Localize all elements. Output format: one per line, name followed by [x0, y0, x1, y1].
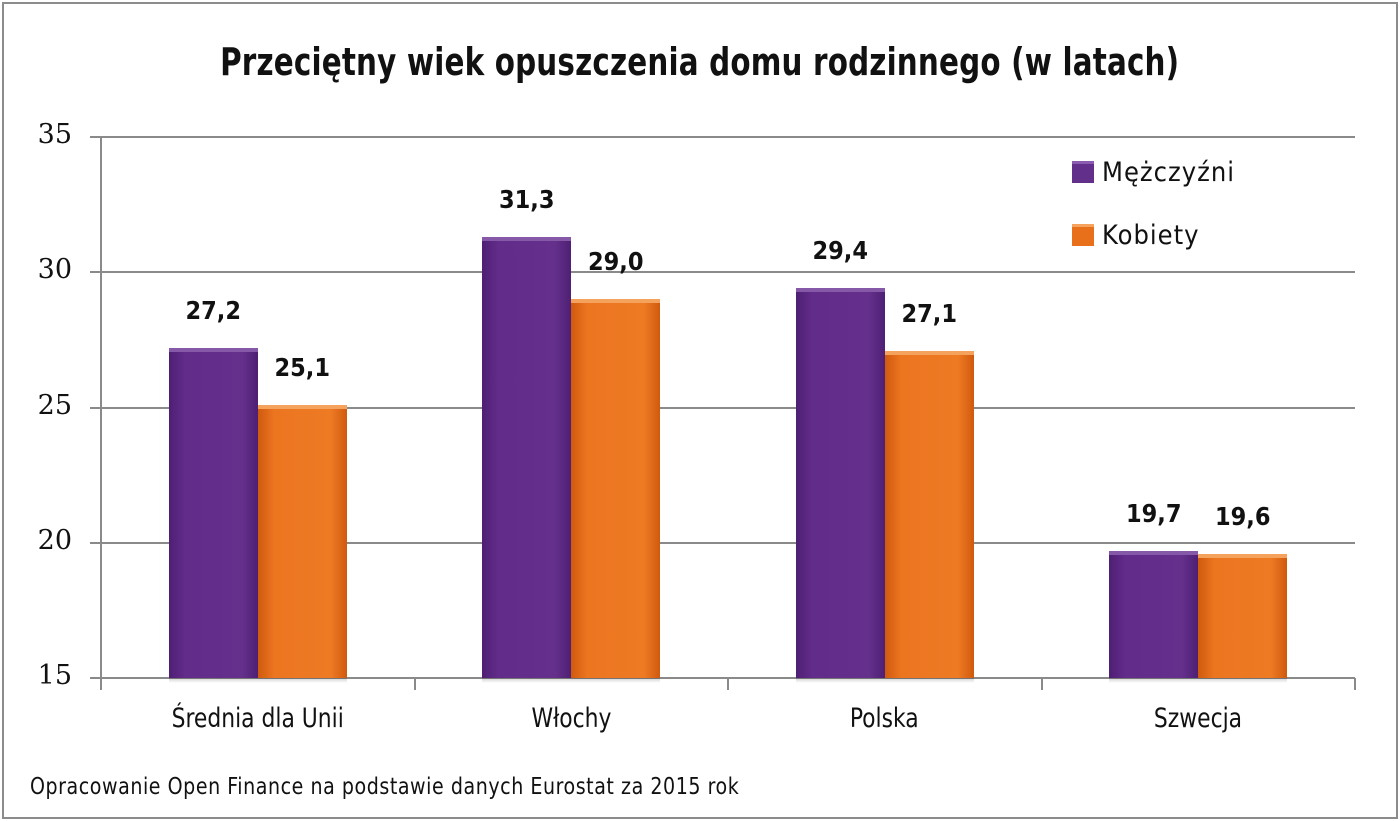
data-label: 31,3 — [499, 185, 555, 215]
y-axis-label: 25 — [37, 389, 72, 421]
category-label-text: Średnia dla Unii — [171, 703, 344, 734]
bar-women — [571, 299, 661, 683]
bar-men — [1109, 550, 1199, 684]
chart-title-text: Przeciętny wiek opuszczenia domu rodzinn… — [220, 40, 1180, 84]
y-axis-label: 35 — [37, 119, 72, 150]
x-tick — [1354, 678, 1356, 690]
source-note: Opracowanie Open Finance na podstawie da… — [30, 774, 801, 800]
legend-swatch-men — [1072, 161, 1094, 183]
gridline — [101, 136, 1355, 138]
bar-men — [795, 288, 885, 683]
y-tick — [90, 677, 102, 679]
data-label: 27,2 — [185, 295, 242, 325]
y-tick — [90, 406, 102, 409]
bar-women — [884, 350, 974, 684]
data-label: 29,0 — [588, 247, 644, 277]
data-label: 29,4 — [812, 236, 869, 266]
category-label: Włochy — [415, 703, 728, 734]
y-axis-label: 30 — [37, 254, 72, 286]
data-label: 25,1 — [274, 352, 331, 382]
y-tick — [90, 541, 102, 544]
chart-title: Przeciętny wiek opuszczenia domu rodzinn… — [0, 40, 1400, 84]
category-label-text: Włochy — [530, 703, 612, 734]
legend-label-women: Kobiety — [1102, 219, 1200, 251]
bar-women — [1198, 553, 1288, 684]
legend-label-men: Mężczyźni — [1102, 156, 1236, 188]
data-label: 19,7 — [1126, 498, 1182, 528]
category-label: Średnia dla Unii — [101, 703, 414, 734]
legend-item-women: Kobiety — [1072, 219, 1200, 251]
category-label-text: Polska — [850, 703, 919, 734]
y-tick — [90, 136, 102, 138]
x-tick — [100, 678, 102, 690]
y-tick — [90, 271, 102, 274]
gridline — [101, 406, 1355, 409]
gridline — [101, 541, 1355, 544]
category-label-text: Szwecja — [1153, 703, 1243, 734]
x-tick — [1040, 678, 1043, 690]
gridline — [101, 271, 1355, 274]
y-axis-label: 15 — [37, 660, 72, 691]
legend-item-men: Mężczyźni — [1072, 156, 1236, 188]
category-label: Polska — [728, 703, 1041, 734]
legend-swatch-women — [1072, 224, 1094, 246]
data-label: 27,1 — [901, 298, 958, 328]
y-axis-label: 20 — [37, 524, 72, 556]
source-note-text: Opracowanie Open Finance na podstawie da… — [30, 774, 740, 800]
data-label: 19,6 — [1215, 501, 1271, 531]
x-tick — [727, 678, 729, 690]
category-label: Szwecja — [1042, 703, 1355, 734]
bar-men — [168, 347, 258, 683]
bar-women — [257, 404, 347, 684]
y-axis — [100, 137, 102, 679]
x-tick — [413, 678, 416, 690]
bar-men — [482, 237, 572, 683]
